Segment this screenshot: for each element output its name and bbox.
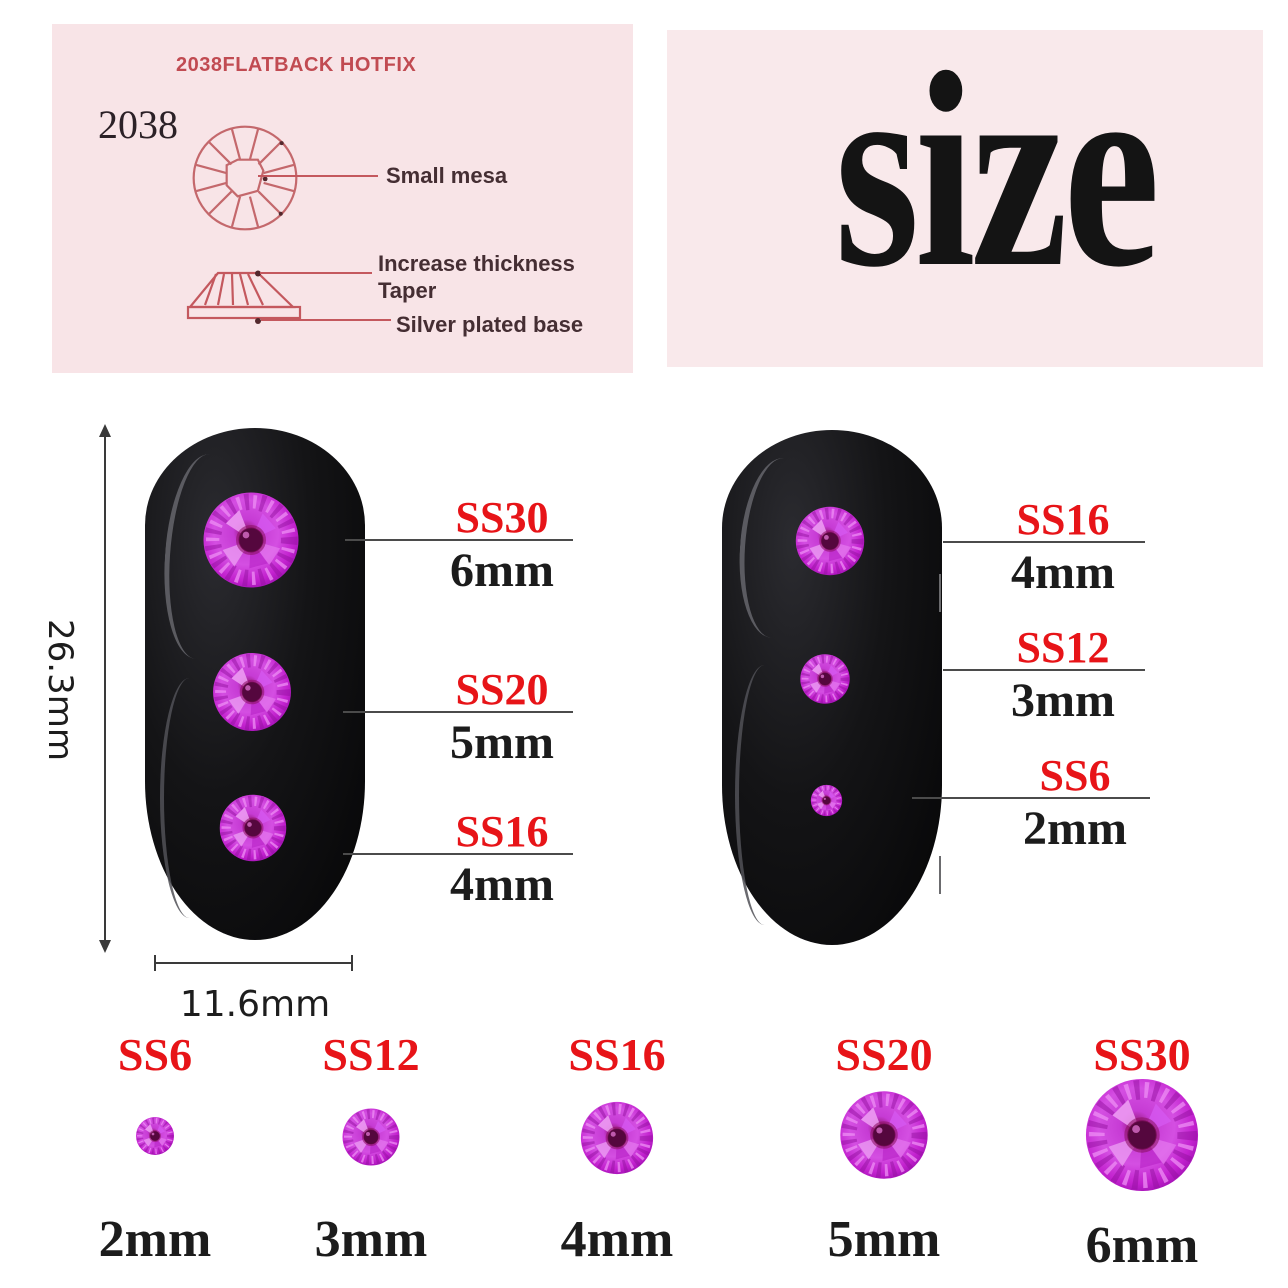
dimension-horizontal-line (155, 962, 353, 964)
rhinestone-gem-icon-4mm (579, 1100, 655, 1176)
rhinestone-gem-icon-ss6 (810, 784, 843, 817)
product-code: 2038 (98, 102, 178, 147)
chart-label-ss16: SS16 (568, 1029, 666, 1080)
rhinestone-gem-icon-5mm (838, 1089, 930, 1181)
chart-label-ss20: SS20 (835, 1029, 933, 1080)
label-rule (345, 539, 573, 541)
label-ss16: SS16 (1016, 495, 1110, 544)
size-panel (667, 30, 1263, 367)
label-4mm: 4mm (1011, 546, 1115, 599)
label-ss6: SS6 (1039, 751, 1111, 800)
label-rule (943, 541, 1145, 543)
dimension-arrow-down (99, 940, 111, 953)
label-4mm: 4mm (450, 858, 554, 911)
chart-size-4mm: 4mm (560, 1211, 674, 1268)
dimension-vertical-line (104, 430, 106, 942)
label-3mm: 3mm (1011, 674, 1115, 727)
rhinestone-gem-icon-ss20 (211, 651, 293, 733)
spec-panel-title: 2038FLATBACK HOTFIX (176, 54, 417, 76)
nail-height-dimension: 26.3mm (40, 619, 81, 761)
chart-size-5mm: 5mm (827, 1211, 941, 1268)
rhinestone-gem-icon-ss16 (218, 793, 288, 863)
rhinestone-gem-icon-ss16 (794, 505, 866, 577)
size-panel-title: size (834, 14, 1161, 325)
dimension-tick-right (351, 955, 353, 971)
leader-line-increase-thickness (260, 272, 372, 274)
callout-small-mesa: Small mesa (386, 163, 508, 188)
chart-label-ss6: SS6 (117, 1029, 193, 1080)
rhinestone-gem-icon-ss12 (799, 653, 851, 705)
rhinestone-gem-icon-ss30 (201, 490, 301, 590)
label-6mm: 6mm (450, 544, 554, 597)
crystal-side-view-diagram (186, 270, 302, 324)
rhinestone-gem-icon-6mm (1083, 1076, 1201, 1194)
callout-silver-plated-base: Silver plated base (396, 312, 584, 337)
label-ss12: SS12 (1016, 623, 1110, 672)
chart-size-3mm: 3mm (314, 1211, 428, 1268)
nail-highlight (735, 665, 794, 925)
nail-edge-tick (939, 574, 941, 612)
label-rule (343, 853, 573, 855)
nail-width-dimension: 11.6mm (179, 984, 331, 1025)
callout-increase-thickness: Increase thickness (378, 251, 575, 276)
leader-line-silver-base (261, 319, 391, 321)
leader-line-small-mesa (258, 175, 378, 177)
spec-panel (52, 24, 633, 373)
nail-highlight (160, 678, 219, 918)
chart-size-2mm: 2mm (98, 1211, 212, 1268)
rhinestone-gem-icon-3mm (341, 1107, 401, 1167)
label-rule (912, 797, 1150, 799)
label-ss30: SS30 (455, 493, 549, 542)
label-5mm: 5mm (450, 716, 554, 769)
label-2mm: 2mm (1023, 802, 1127, 855)
chart-label-ss30: SS30 (1093, 1029, 1191, 1080)
label-rule (343, 711, 573, 713)
label-ss20: SS20 (455, 665, 549, 714)
rhinestone-gem-icon-2mm (135, 1116, 175, 1156)
nail-edge-tick (939, 856, 941, 894)
callout-taper: Taper (378, 278, 437, 303)
chart-size-6mm: 6mm (1085, 1217, 1199, 1274)
chart-label-ss12: SS12 (322, 1029, 420, 1080)
label-rule (943, 669, 1145, 671)
crystal-top-view-diagram (192, 125, 298, 231)
label-ss16: SS16 (455, 807, 549, 856)
